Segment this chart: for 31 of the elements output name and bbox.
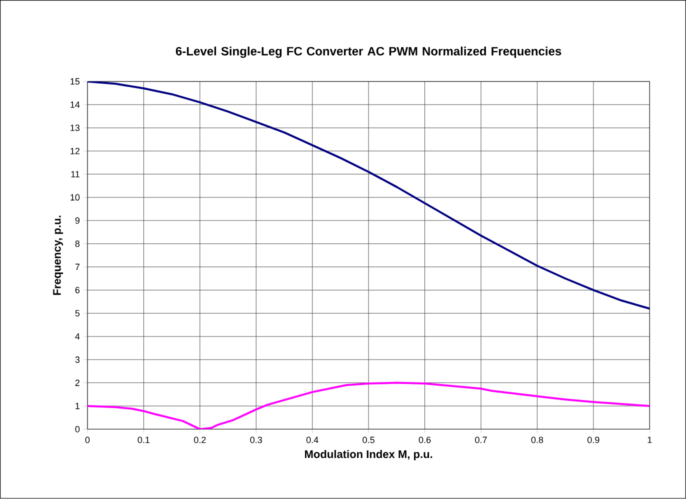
y-tick-label: 12 xyxy=(70,148,80,154)
y-tick-label: 9 xyxy=(75,218,80,224)
x-tick-label: 0.4 xyxy=(306,436,318,444)
x-axis-title: Modulation Index M, p.u. xyxy=(305,450,432,460)
y-tick-label: 14 xyxy=(70,102,80,108)
x-tick-label: 0.2 xyxy=(194,436,206,444)
y-tick-label: 10 xyxy=(70,194,80,201)
line-series xyxy=(87,382,650,430)
y-tick-label: 13 xyxy=(70,124,80,132)
x-tick-label: 0.8 xyxy=(531,436,544,444)
y-tick-label: 2 xyxy=(75,380,80,386)
x-tick-label: 1 xyxy=(648,436,652,444)
y-tick-label: 1 xyxy=(76,403,80,410)
x-tick-label: 0.7 xyxy=(475,436,487,444)
x-tick-label: 0 xyxy=(85,436,90,444)
y-tick-label: 5 xyxy=(75,310,80,317)
y-tick-label: 8 xyxy=(75,240,80,248)
chart-title: 6-Level Single-Leg FC Converter AC PWM Normalized Frequencies xyxy=(176,46,562,58)
y-tick-label: 15 xyxy=(70,78,80,85)
y-tick-label: 7 xyxy=(75,264,80,270)
y-tick-label: 3 xyxy=(75,356,80,364)
x-tick-label: 0.6 xyxy=(418,436,431,444)
x-tick-label: 0.3 xyxy=(250,436,262,444)
x-tick-label: 0.1 xyxy=(138,436,150,444)
y-tick-label: 0 xyxy=(75,426,80,433)
y-tick-label: 4 xyxy=(75,334,80,340)
y-axis-title: Frequency, p.u. xyxy=(53,216,64,296)
x-tick-label: 0.9 xyxy=(587,436,600,444)
y-tick-label: 11 xyxy=(71,171,80,178)
x-tick-label: 0.5 xyxy=(362,436,374,444)
y-tick-label: 6 xyxy=(75,287,80,294)
